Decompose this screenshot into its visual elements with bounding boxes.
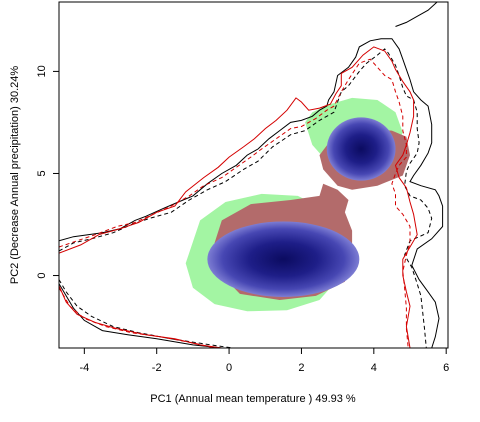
black-dashed-bottom: [59, 279, 233, 348]
x-tick-label: 0: [226, 362, 232, 374]
black-solid-topright: [395, 2, 438, 27]
black-dashed-main: [59, 48, 433, 348]
peak-upper: [326, 117, 396, 181]
red-dashed-bottom: [59, 287, 215, 348]
x-tick-label: -4: [79, 362, 89, 374]
y-tick-label: 10: [36, 65, 48, 77]
x-tick-label: 4: [371, 362, 377, 374]
y-tick-label: 0: [36, 272, 48, 278]
x-axis-label: PC1 (Annual mean temperature ) 49.93 %: [150, 393, 356, 405]
contour-lines: [59, 2, 444, 348]
x-axis: -4 -2 0 2 4 6: [79, 348, 449, 374]
plot-frame: [58, 1, 449, 349]
black-solid-bottom: [59, 283, 222, 348]
x-tick-label: -2: [152, 362, 162, 374]
red-solid-main: [59, 46, 418, 348]
y-axis-label: PC2 (Decrease Annual precipitation) 30.2…: [9, 66, 21, 285]
peak-lower: [207, 221, 360, 297]
red-solid-bottom: [59, 285, 222, 348]
density-peaks: [207, 117, 396, 297]
black-solid-main: [59, 38, 444, 348]
x-tick-label: 6: [443, 362, 449, 374]
y-axis: 0 5 10: [36, 65, 59, 279]
y-tick-label: 5: [36, 170, 48, 176]
red-dashed-main: [59, 58, 411, 348]
x-tick-label: 2: [298, 362, 304, 374]
